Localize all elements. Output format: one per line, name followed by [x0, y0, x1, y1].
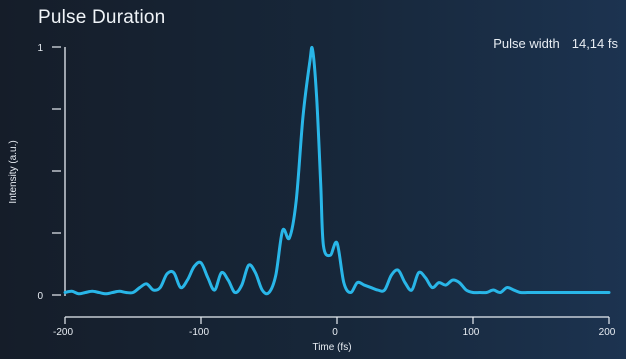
x-tick-label: 100: [463, 327, 480, 338]
pulse-width-label: Pulse width: [493, 36, 560, 51]
x-tick-label: -100: [189, 327, 209, 338]
series-line-0: [63, 45, 611, 296]
x-tick-label: 200: [599, 327, 616, 338]
pulse-width-readout: Pulse width 14,14 fs: [493, 36, 618, 51]
chart-series: [63, 45, 611, 296]
x-tick-label: 0: [332, 327, 338, 338]
chart-title: Pulse Duration: [38, 7, 166, 28]
chart-axes: 0 1 -200 -100 0 100 200: [37, 43, 615, 338]
x-axis-label: Time (fs): [312, 342, 351, 353]
y-tick-label: 0: [37, 291, 43, 302]
y-axis-label: Intensity (a.u.): [8, 140, 19, 203]
x-tick-label: -200: [53, 327, 73, 338]
pulse-width-value: 14,14 fs: [571, 36, 618, 51]
y-tick-label: 1: [37, 43, 43, 54]
